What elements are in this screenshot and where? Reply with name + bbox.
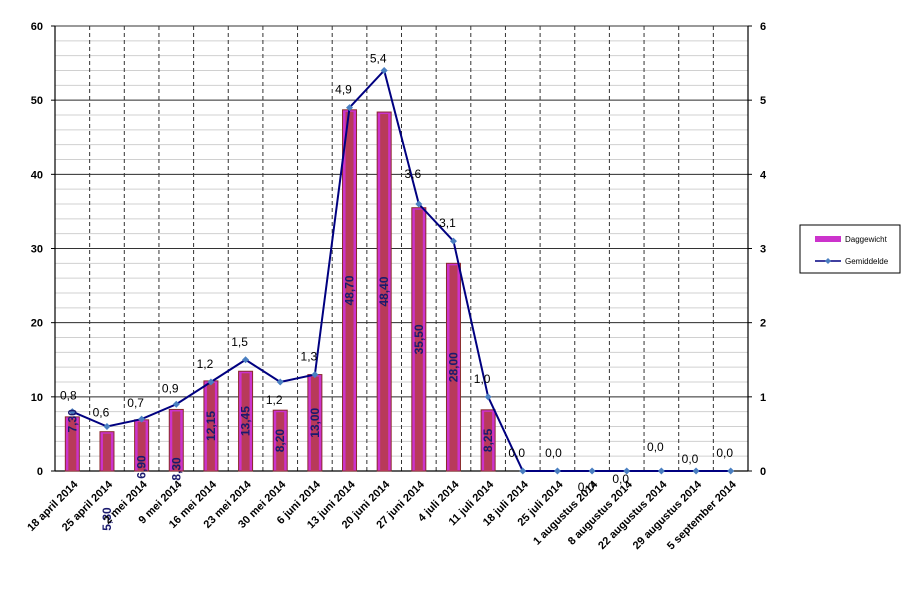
x-tick-label: 5 september 2014 [665,478,739,552]
line-value-label: 1,0 [474,372,491,386]
line-marker [692,467,700,475]
line-value-label: 5,4 [370,52,387,66]
line-marker [346,104,354,112]
y-left-tick-label: 20 [31,318,43,330]
bar-value-label: 35,50 [412,324,426,354]
y-left-tick-label: 0 [37,466,43,478]
y-right-tick-label: 6 [760,21,766,33]
line-value-label: 1,2 [197,357,214,371]
line-marker [276,378,284,386]
bar-value-label: 13,00 [308,407,322,437]
line-value-label: 3,1 [439,216,456,230]
line-value-label: 0,0 [545,446,562,460]
line-marker [68,408,76,416]
line-series [68,67,735,475]
bars [64,109,496,472]
line-marker [449,237,457,245]
line-marker [657,467,665,475]
line-value-label: 3,6 [404,167,421,181]
y-left-tick-label: 60 [31,21,43,33]
bar-value-label: 8,25 [481,428,495,452]
line-marker [519,467,527,475]
bar-inner [449,265,458,471]
line-value-label: 0,6 [93,406,110,420]
legend-swatch-bar [815,236,841,242]
line-value-label: 0,0 [508,446,525,460]
line-value-label: 4,9 [335,83,352,97]
bar-value-label: 8,30 [169,457,183,481]
line-marker [484,393,492,401]
line-value-label: 0,0 [716,446,733,460]
bar-value-label: 7,30 [65,409,79,433]
line-value-label: 0,0 [578,480,595,494]
line-marker [242,356,250,364]
line-value-label: 0,0 [647,440,664,454]
bar-inner [102,433,111,471]
y-left-tick-label: 40 [31,169,43,181]
y-right-tick-label: 5 [760,95,766,107]
bar-inner [241,373,250,471]
bar-value-label: 48,70 [343,275,357,305]
x-tick-label: 1 augustus 2014 [531,478,601,548]
line-value-label: 1,2 [266,393,283,407]
line-marker [415,200,423,208]
y-right-tick-label: 2 [760,318,766,330]
line-marker [311,371,319,379]
bar-inner [206,382,215,471]
bar-value-label: 28,00 [446,352,460,382]
grid [55,25,748,471]
line-marker [380,67,388,74]
x-tick-label: 8 augustus 2014 [566,478,636,548]
legend-label-line: Gemiddelde [845,257,889,266]
y-left-tick-label: 10 [31,392,43,404]
y-right-tick-label: 0 [760,466,766,478]
bar-value-label: 13,45 [239,406,253,436]
bar-value-label: 5,30 [100,507,114,531]
line-value-label: 0,7 [127,396,144,410]
line-value-label: 1,3 [301,350,318,364]
line-value-label: 0,0 [682,452,699,466]
line-marker [623,467,631,475]
line-value-label: 0,9 [162,381,179,395]
bar-inner [310,376,319,471]
legend-box [799,224,901,274]
line-marker [207,378,215,386]
bar-value-label: 48,40 [377,276,391,306]
bar-inner [137,421,146,471]
bar-value-label: 6,90 [135,455,149,479]
line-value-label: 0,0 [612,472,629,486]
y-left-tick-label: 50 [31,95,43,107]
bar-inner [484,411,493,471]
line-marker [727,467,735,475]
bar-inner [380,114,389,472]
bar-inner [276,412,285,471]
bar-value-label: 12,15 [204,411,218,441]
bar-inner [345,111,354,471]
legend: Daggewicht Gemiddelde [799,224,901,274]
bar-inner [68,418,77,471]
bar-inner [172,411,181,471]
line-marker [103,423,111,430]
bar-value-label: 8,20 [273,429,287,453]
legend-label-bar: Daggewicht [845,235,888,244]
legend-swatch-marker [825,258,831,264]
line-marker [172,400,180,408]
y-left-tick-label: 30 [31,244,43,256]
y-right-tick-label: 4 [760,169,767,181]
y-right-tick-label: 1 [760,392,766,404]
line-path [71,68,731,472]
line-marker [588,467,596,475]
line-value-label: 0,8 [60,389,77,403]
line-marker [138,415,146,423]
line-value-label: 1,5 [231,335,248,349]
bar-inner [414,209,423,472]
data-labels: 7,30 5,30 6,90 8,30 12,15 13,45 8,20 13,00 48,70… [60,52,733,531]
y-right-tick-label: 3 [760,244,766,256]
line-marker [553,467,561,475]
